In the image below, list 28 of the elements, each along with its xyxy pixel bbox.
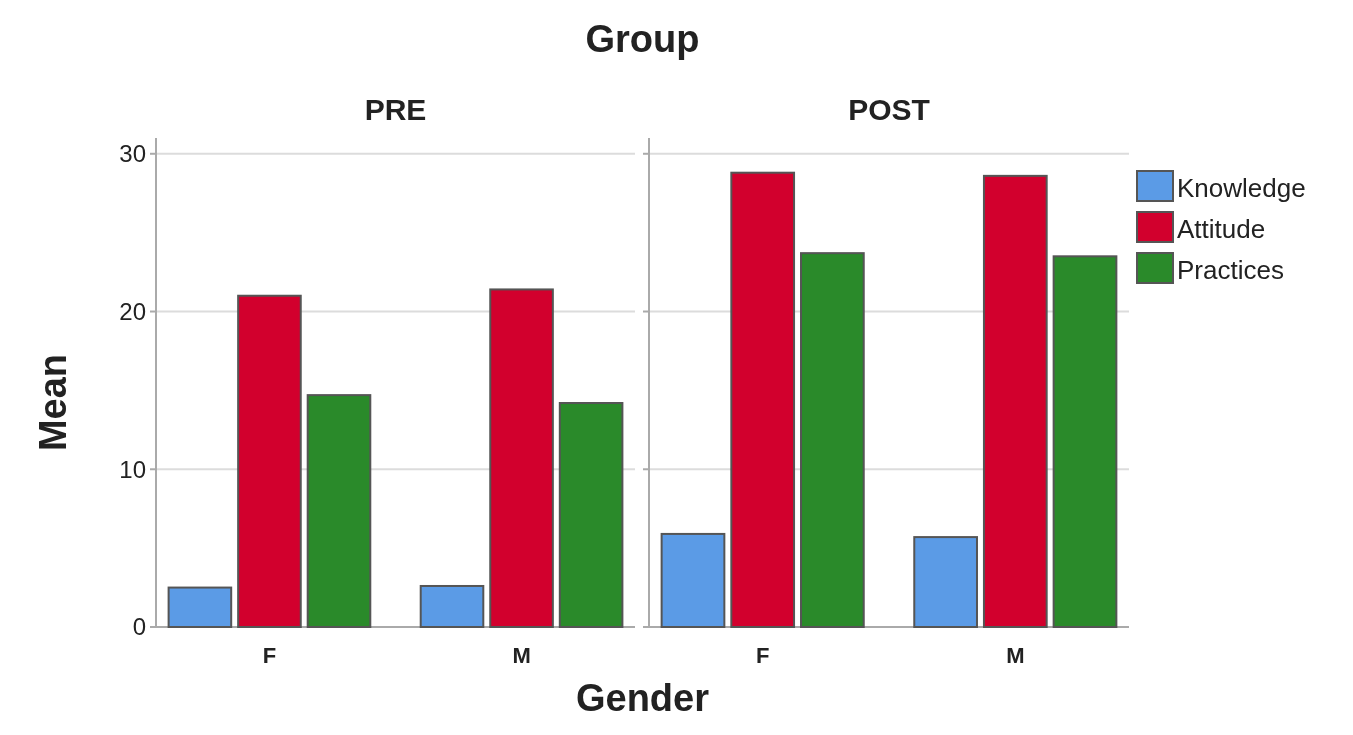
x-tick-label: M <box>512 643 531 668</box>
bar <box>1052 255 1118 628</box>
bar <box>558 402 624 628</box>
x-tick-label: F <box>262 643 277 668</box>
bar <box>982 174 1048 628</box>
legend-label: Attitude <box>1177 214 1266 245</box>
bar <box>489 288 554 628</box>
chart-title: PRE <box>364 93 427 126</box>
x-tick-label: F <box>755 643 770 668</box>
y-axis-title: Mean <box>32 353 74 452</box>
legend-label: Practices <box>1177 255 1284 286</box>
bar <box>660 532 726 628</box>
legend-label: Knowledge <box>1177 173 1306 204</box>
bar <box>913 536 978 628</box>
bar <box>419 584 485 628</box>
bar <box>237 294 302 628</box>
x-axis-title: Gender <box>575 677 710 719</box>
x-tick-label: M <box>1006 643 1025 668</box>
y-tick-label: 10 <box>119 455 146 483</box>
bar <box>306 394 372 628</box>
bar <box>167 586 233 628</box>
text: Group <box>585 18 700 60</box>
y-tick-label: 20 <box>119 297 146 325</box>
y-tick-label: 0 <box>132 613 146 641</box>
bar <box>730 171 796 628</box>
chart-title: POST <box>848 93 930 126</box>
y-tick-label: 30 <box>119 140 146 168</box>
bar <box>800 252 865 628</box>
